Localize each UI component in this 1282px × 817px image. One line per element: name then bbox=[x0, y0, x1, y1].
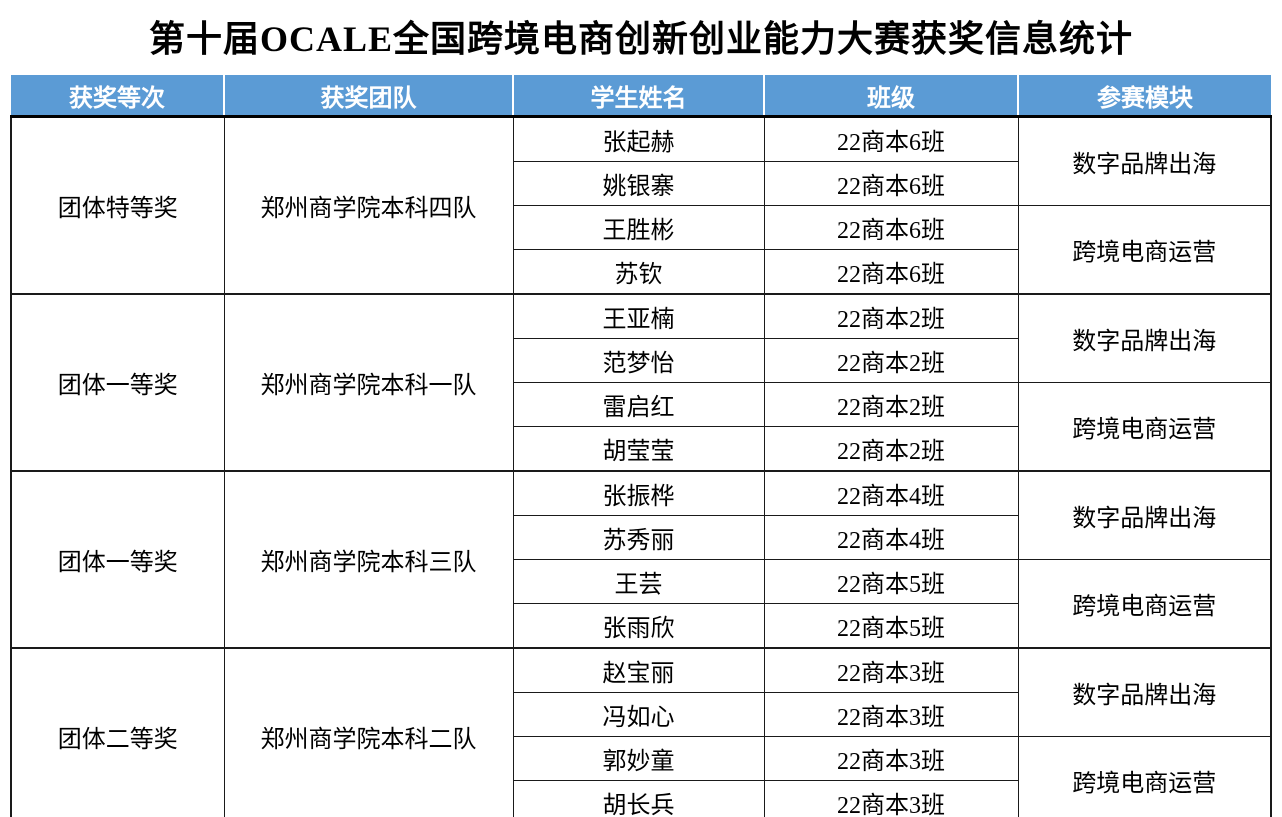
student-name-cell: 姚银寨 bbox=[512, 161, 765, 206]
table-row: 团体一等奖 郑州商学院本科一队 王亚楠 22商本2班 数字品牌出海 bbox=[10, 293, 1272, 472]
class-cell: 22商本3班 bbox=[763, 780, 1019, 817]
module-cell: 跨境电商运营 bbox=[1017, 205, 1272, 295]
class-cell: 22商本3班 bbox=[763, 647, 1019, 693]
class-cell: 22商本2班 bbox=[763, 426, 1019, 472]
table-row: 王胜彬 22商本6班 跨境电商运营 bbox=[11, 205, 1272, 295]
student-name-cell: 王芸 bbox=[512, 559, 765, 604]
class-cell: 22商本6班 bbox=[763, 205, 1019, 250]
class-cell: 22商本5班 bbox=[763, 559, 1019, 604]
class-cell: 22商本4班 bbox=[763, 515, 1019, 560]
column-header-award-level: 获奖等次 bbox=[11, 75, 224, 118]
table-row: 团体一等奖 郑州商学院本科三队 张振桦 22商本4班 数字品牌出海 bbox=[10, 470, 1272, 649]
student-name-cell: 胡莹莹 bbox=[512, 426, 765, 472]
module-cell: 数字品牌出海 bbox=[1017, 293, 1272, 383]
table-row: 姚银寨 22商本6班 bbox=[11, 161, 1271, 206]
student-name-cell: 冯如心 bbox=[512, 692, 765, 737]
team-cell: 郑州商学院本科四队 bbox=[223, 116, 514, 295]
table-row: 冯如心 22商本3班 bbox=[11, 692, 1271, 737]
class-cell: 22商本2班 bbox=[763, 338, 1019, 383]
table-row: 王芸 22商本5班 跨境电商运营 bbox=[11, 559, 1272, 649]
student-name-cell: 张振桦 bbox=[512, 470, 765, 516]
student-name-cell: 郭妙童 bbox=[512, 736, 765, 781]
table-row: 胡莹莹 22商本2班 bbox=[11, 426, 1271, 472]
class-cell: 22商本3班 bbox=[763, 736, 1019, 781]
column-header-class: 班级 bbox=[763, 75, 1018, 118]
module-cell: 跨境电商运营 bbox=[1017, 736, 1272, 817]
module-cell: 跨境电商运营 bbox=[1017, 559, 1272, 649]
award-cell: 团体一等奖 bbox=[10, 470, 225, 649]
award-cell: 团体一等奖 bbox=[10, 293, 225, 472]
column-header-student-name: 学生姓名 bbox=[512, 75, 764, 118]
student-name-cell: 胡长兵 bbox=[512, 780, 765, 817]
table-row: 范梦怡 22商本2班 bbox=[11, 338, 1271, 383]
student-name-cell: 王胜彬 bbox=[512, 205, 765, 250]
table-row: 张雨欣 22商本5班 bbox=[11, 603, 1271, 649]
award-cell: 团体特等奖 bbox=[10, 116, 225, 295]
class-cell: 22商本5班 bbox=[763, 603, 1019, 649]
student-name-cell: 张起赫 bbox=[512, 116, 765, 162]
module-cell: 跨境电商运营 bbox=[1017, 382, 1272, 472]
table-row: 胡长兵 22商本3班 bbox=[11, 780, 1271, 817]
class-cell: 22商本6班 bbox=[763, 161, 1019, 206]
table-row: 郭妙童 22商本3班 跨境电商运营 bbox=[11, 736, 1272, 817]
team-cell: 郑州商学院本科一队 bbox=[223, 293, 514, 472]
table-row: 团体特等奖 郑州商学院本科四队 张起赫 22商本6班 数字品牌出海 bbox=[10, 116, 1272, 295]
awards-table: 获奖等次 获奖团队 学生姓名 班级 参赛模块 团体特等奖 郑州商学院本科四队 张起赫… bbox=[10, 75, 1272, 817]
module-cell: 数字品牌出海 bbox=[1017, 647, 1272, 737]
table-row: 雷启红 22商本2班 跨境电商运营 bbox=[11, 382, 1272, 472]
table-row: 团体二等奖 郑州商学院本科二队 赵宝丽 22商本3班 数字品牌出海 bbox=[10, 647, 1272, 817]
class-cell: 22商本6班 bbox=[763, 249, 1019, 295]
class-cell: 22商本2班 bbox=[763, 293, 1019, 339]
student-name-cell: 雷启红 bbox=[512, 382, 765, 427]
team-cell: 郑州商学院本科三队 bbox=[223, 470, 514, 649]
student-name-cell: 范梦怡 bbox=[512, 338, 765, 383]
module-cell: 数字品牌出海 bbox=[1017, 116, 1272, 206]
student-name-cell: 苏秀丽 bbox=[512, 515, 765, 560]
student-name-cell: 王亚楠 bbox=[512, 293, 765, 339]
column-header-module: 参赛模块 bbox=[1017, 75, 1271, 118]
class-cell: 22商本2班 bbox=[763, 382, 1019, 427]
header-row: 获奖等次 获奖团队 学生姓名 班级 参赛模块 bbox=[11, 75, 1271, 118]
class-cell: 22商本4班 bbox=[763, 470, 1019, 516]
table-row: 苏秀丽 22商本4班 bbox=[11, 515, 1271, 560]
column-header-team: 获奖团队 bbox=[223, 75, 513, 118]
table-header: 获奖等次 获奖团队 学生姓名 班级 参赛模块 bbox=[11, 75, 1271, 118]
team-cell: 郑州商学院本科二队 bbox=[223, 647, 514, 817]
student-name-cell: 赵宝丽 bbox=[512, 647, 765, 693]
student-name-cell: 苏钦 bbox=[512, 249, 765, 295]
page-title: 第十届OCALE全国跨境电商创新创业能力大赛获奖信息统计 bbox=[148, 19, 1134, 59]
class-cell: 22商本6班 bbox=[763, 116, 1019, 162]
module-cell: 数字品牌出海 bbox=[1017, 470, 1272, 560]
class-cell: 22商本3班 bbox=[763, 692, 1019, 737]
award-cell: 团体二等奖 bbox=[10, 647, 225, 817]
table-body: 团体特等奖 郑州商学院本科四队 张起赫 22商本6班 数字品牌出海 姚银寨 22商本6班 王胜… bbox=[10, 116, 1272, 817]
student-name-cell: 张雨欣 bbox=[512, 603, 765, 649]
